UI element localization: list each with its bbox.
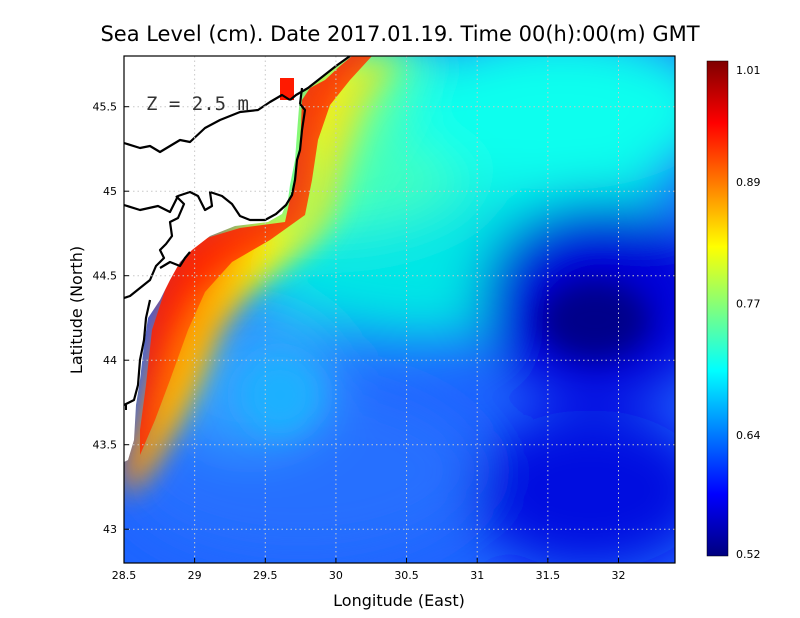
x-tick-label: 32 [611, 569, 625, 582]
x-tick-label: 31.5 [536, 569, 561, 582]
colorbar-ticks: 1.01 0.89 0.77 0.64 0.52 [736, 64, 761, 561]
y-tick-label: 45 [103, 185, 117, 198]
x-axis-label: Longitude (East) [333, 591, 465, 610]
colorbar-tick-label: 0.64 [736, 429, 761, 442]
plot-frame [123, 55, 676, 564]
sea-level-field [124, 56, 675, 563]
depth-label: Z = 2.5 m [146, 93, 249, 115]
map-grid [124, 56, 675, 563]
y-tick-label: 43.5 [93, 439, 118, 452]
x-tick-label: 30.5 [394, 569, 419, 582]
y-axis-label: Latitude (North) [67, 246, 86, 374]
colorbar-tick-label: 0.89 [736, 176, 761, 189]
y-tick-label: 44.5 [93, 270, 118, 283]
x-tick-label: 31 [470, 569, 484, 582]
x-axis-ticks: 28.5 29 29.5 30 30.5 31 31.5 32 [112, 558, 625, 582]
colorbar-tick-label: 0.52 [736, 548, 761, 561]
map-title: Sea Level (cm). Date 2017.01.19. Time 00… [100, 22, 699, 46]
colorbar-tick-label: 1.01 [736, 64, 761, 77]
y-tick-label: 43 [103, 523, 117, 536]
x-tick-label: 28.5 [112, 569, 137, 582]
x-tick-label: 29.5 [253, 569, 278, 582]
y-tick-label: 45.5 [93, 101, 118, 114]
y-axis-ticks: 43 43.5 44 44.5 45 45.5 [93, 101, 129, 536]
y-tick-label: 44 [103, 354, 117, 367]
colorbar-tick-label: 0.77 [736, 297, 761, 310]
x-tick-label: 30 [329, 569, 343, 582]
colorbar [706, 60, 729, 557]
x-tick-label: 29 [188, 569, 202, 582]
